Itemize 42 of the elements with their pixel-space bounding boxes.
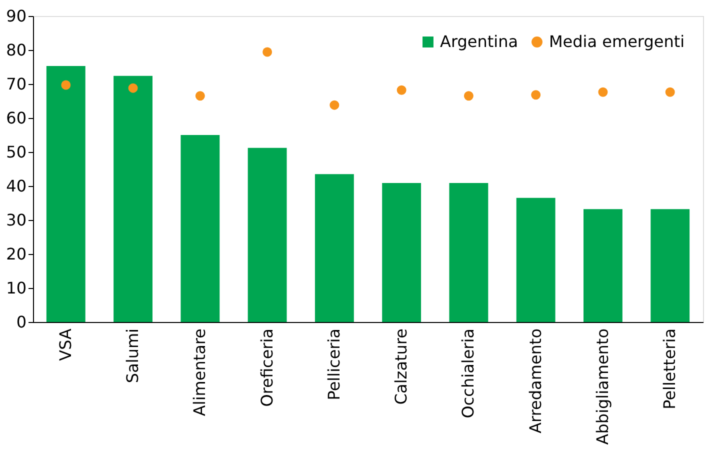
y-tick-label: 20: [6, 244, 26, 264]
y-tick-label: 30: [6, 210, 26, 230]
x-tick-label: Pelletteria: [660, 328, 680, 410]
point: [531, 90, 541, 100]
y-tick-label: 80: [6, 40, 26, 60]
x-tick-label: Oreficeria: [257, 328, 276, 407]
point: [195, 91, 205, 101]
bar: [449, 182, 488, 322]
point: [330, 100, 340, 110]
x-tick-label: Salumi: [123, 328, 142, 384]
y-tick-label: 10: [6, 278, 26, 298]
legend-label: Media emergenti: [549, 32, 685, 51]
y-tick-label: 70: [6, 74, 26, 94]
point: [262, 47, 272, 57]
bar: [314, 174, 354, 322]
x-tick-label: Arredamento: [526, 328, 545, 434]
bar: [584, 209, 622, 322]
bar: [46, 66, 86, 322]
bar: [516, 198, 556, 322]
bar: [114, 76, 152, 322]
y-tick-label: 90: [6, 6, 26, 26]
x-tick-label: Calzature: [392, 328, 411, 405]
y-tick-label: 60: [6, 108, 26, 128]
y-tick-label: 0: [16, 312, 26, 332]
x-tick-label: VSA: [56, 328, 75, 361]
point: [665, 87, 675, 97]
bar: [650, 209, 690, 322]
x-tick-label: Abbigliamento: [592, 328, 612, 445]
point: [598, 87, 608, 97]
x-tick-label: Occhialeria: [458, 328, 478, 418]
point: [464, 91, 474, 101]
bar: [382, 182, 422, 322]
point: [61, 80, 71, 90]
x-tick-label: Alimentare: [190, 328, 210, 416]
bar: [180, 135, 220, 322]
bar: [248, 148, 287, 322]
point: [396, 85, 406, 95]
y-tick-label: 40: [6, 176, 26, 196]
legend-label: Argentina: [440, 32, 518, 51]
y-tick-label: 50: [6, 142, 26, 162]
point: [128, 83, 138, 93]
x-tick-label: Pelliceria: [324, 328, 344, 400]
